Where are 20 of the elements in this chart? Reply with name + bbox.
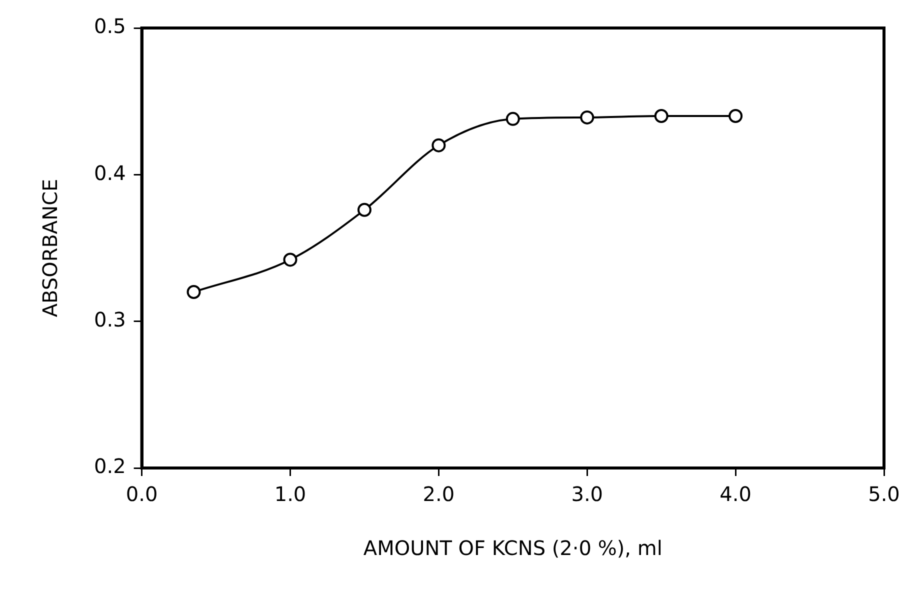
x-tick-label: 2.0 xyxy=(422,482,455,506)
point xyxy=(728,109,743,123)
y-tick-label: 0.5 xyxy=(94,14,126,38)
point xyxy=(357,202,372,217)
x-axis-title: AMOUNT OF KCNS (2·0 %), ml xyxy=(363,536,662,560)
x-tick-label: 3.0 xyxy=(571,482,604,506)
y-tick-label: 0.4 xyxy=(94,160,126,185)
x-tick-label: 4.0 xyxy=(720,482,752,506)
point xyxy=(580,110,594,124)
point xyxy=(432,138,446,152)
point xyxy=(654,109,668,123)
y-axis-title: ABSORBANCE xyxy=(38,178,62,318)
x-tick-label: 5.0 xyxy=(868,482,900,506)
point xyxy=(283,252,298,267)
point xyxy=(506,112,520,126)
point xyxy=(186,285,201,299)
y-tick-label: 0.2 xyxy=(94,454,126,478)
x-tick-label: 0.0 xyxy=(126,482,158,506)
x-tick-label: 1.0 xyxy=(274,482,306,506)
y-tick-label: 0.3 xyxy=(94,308,126,332)
